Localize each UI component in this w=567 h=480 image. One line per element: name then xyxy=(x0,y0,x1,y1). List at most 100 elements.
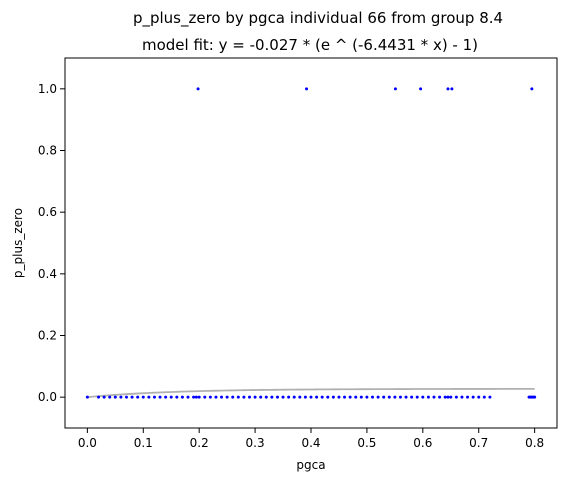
data-point xyxy=(141,395,145,399)
data-point xyxy=(192,395,196,399)
data-point xyxy=(281,395,285,399)
data-point xyxy=(164,395,168,399)
y-tick-label: 0.0 xyxy=(38,390,57,404)
x-tick-label: 0.6 xyxy=(413,436,432,450)
data-point xyxy=(533,395,537,399)
y-tick-label: 1.0 xyxy=(38,82,57,96)
y-tick-label: 0.8 xyxy=(38,144,57,158)
data-point xyxy=(371,395,374,399)
data-point xyxy=(404,395,408,399)
data-point xyxy=(125,395,128,399)
data-point xyxy=(415,395,419,399)
data-point xyxy=(180,395,184,399)
data-point xyxy=(203,395,207,399)
data-point xyxy=(130,395,134,399)
data-point xyxy=(359,395,363,399)
data-point xyxy=(186,395,190,399)
data-point xyxy=(460,395,464,399)
data-point xyxy=(438,395,442,399)
data-point xyxy=(303,395,307,399)
x-tick-label: 0.3 xyxy=(246,436,265,450)
data-point xyxy=(152,395,156,399)
x-axis-label: pgca xyxy=(296,458,325,472)
data-point xyxy=(147,395,151,399)
y-tick-label: 0.4 xyxy=(38,267,57,281)
data-point xyxy=(488,395,492,399)
data-point xyxy=(309,395,313,399)
data-point xyxy=(387,395,391,399)
data-point xyxy=(270,395,274,399)
data-point xyxy=(225,395,229,399)
data-point xyxy=(471,395,475,399)
data-point xyxy=(450,87,454,91)
data-point xyxy=(398,395,402,399)
data-point xyxy=(421,395,425,399)
y-tick-label: 0.6 xyxy=(38,205,57,219)
data-point xyxy=(305,87,309,91)
data-point xyxy=(443,395,447,399)
x-tick-label: 0.0 xyxy=(78,436,97,450)
data-point xyxy=(292,395,296,399)
data-point xyxy=(113,395,117,399)
axis-ticks: 0.0 0.1 0.2 0.3 0.4 0.5 0.6 0.7 0.8 0.0 0.2 0.4 0.6 0… xyxy=(38,82,544,450)
data-point xyxy=(432,395,436,399)
x-tick-label: 0.1 xyxy=(134,436,153,450)
data-point xyxy=(253,395,257,399)
data-point xyxy=(331,395,335,399)
x-tick-label: 0.5 xyxy=(357,436,376,450)
data-point xyxy=(242,395,246,399)
data-point xyxy=(264,395,268,399)
data-point xyxy=(320,395,324,399)
data-point xyxy=(275,395,279,399)
data-point xyxy=(169,395,173,399)
plot-frame xyxy=(64,57,558,429)
y-tick-label: 0.2 xyxy=(38,329,57,343)
data-point xyxy=(108,395,112,399)
y-axis-label: p_plus_zero xyxy=(11,208,25,278)
data-point xyxy=(365,395,369,399)
data-point xyxy=(449,395,453,399)
data-point xyxy=(231,395,235,399)
data-point xyxy=(337,395,341,399)
data-point xyxy=(248,395,251,399)
x-tick-label: 0.4 xyxy=(301,436,320,450)
x-tick-label: 0.7 xyxy=(469,436,488,450)
data-point xyxy=(287,395,291,399)
x-tick-label: 0.2 xyxy=(190,436,209,450)
data-point xyxy=(136,395,140,399)
data-point xyxy=(446,87,450,91)
chart-title: p_plus_zero by pgca individual 66 from g… xyxy=(133,9,503,28)
data-point xyxy=(194,395,198,399)
data-point xyxy=(410,395,414,399)
data-point xyxy=(298,395,302,399)
fit-curve xyxy=(87,387,535,399)
data-point xyxy=(326,395,330,399)
data-point xyxy=(530,87,534,91)
data-point xyxy=(119,395,123,399)
data-point xyxy=(220,395,224,399)
data-point xyxy=(446,395,450,399)
data-point xyxy=(158,395,162,399)
data-point xyxy=(214,395,218,399)
data-point xyxy=(376,395,380,399)
data-point xyxy=(208,395,212,399)
data-point xyxy=(477,395,481,399)
data-point xyxy=(354,395,358,399)
chart-subtitle: model fit: y = -0.027 * (e ^ (-6.4431 * … xyxy=(142,36,478,54)
data-point xyxy=(393,395,397,399)
data-point xyxy=(102,395,106,399)
data-point xyxy=(419,87,423,91)
data-point xyxy=(426,395,430,399)
data-point xyxy=(236,395,240,399)
data-point xyxy=(197,395,201,399)
data-point xyxy=(393,87,397,91)
data-point xyxy=(482,395,486,399)
data-point xyxy=(175,395,179,399)
data-point xyxy=(382,395,386,399)
data-point xyxy=(85,395,89,399)
data-point xyxy=(315,395,319,399)
data-point xyxy=(454,395,458,399)
data-point xyxy=(343,395,347,399)
data-point xyxy=(348,395,352,399)
